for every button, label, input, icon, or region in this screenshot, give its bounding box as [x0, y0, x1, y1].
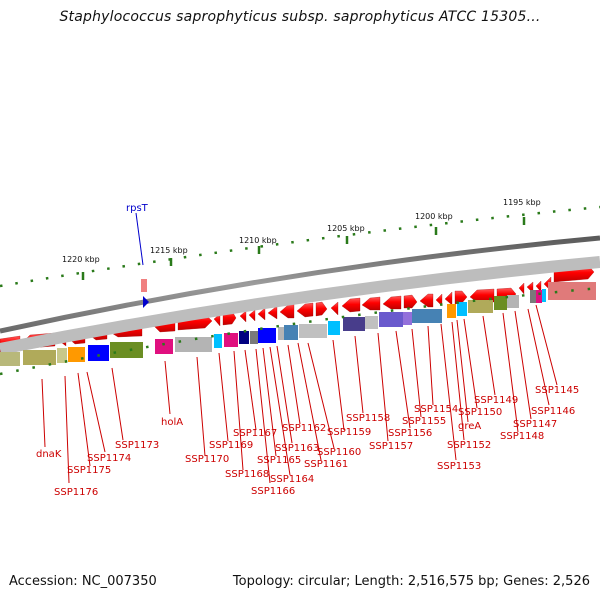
gene-label-ssp1167: SSP1167 [233, 428, 277, 439]
gene-label-ssp1160: SSP1160 [317, 447, 361, 458]
gene-label-greA: greA [458, 421, 481, 432]
gene-label-ssp1166: SSP1166 [251, 486, 295, 497]
gene-label-ssp1145: SSP1145 [535, 385, 579, 396]
gene-label-ssp1157: SSP1157 [369, 441, 413, 452]
gene-label-ssp1173: SSP1173 [115, 440, 159, 451]
gene-label-ssp1164: SSP1164 [270, 474, 314, 485]
gene-leaders [41, 304, 558, 484]
scale-ticks [81, 217, 526, 280]
map-title: Staphylococcus saprophyticus subsp. sapr… [59, 9, 541, 25]
gene-label-ssp1174: SSP1174 [87, 453, 131, 464]
gene-label-ssp1146: SSP1146 [531, 406, 575, 417]
scale-label-1205: 1205 kbp [327, 224, 365, 233]
gene-label-ssp1155: SSP1155 [402, 416, 446, 427]
gene-label-ssp1154: SSP1154 [414, 404, 458, 415]
genome-backbone [0, 235, 600, 334]
gene-label-ssp1150: SSP1150 [458, 407, 502, 418]
scale-label-1210: 1210 kbp [239, 236, 277, 245]
gene-label-ssp1162: SSP1162 [282, 423, 326, 434]
genome-summary-text: Topology: circular; Length: 2,516,575 bp… [232, 574, 590, 589]
gene-label-dnaK: dnaK [36, 449, 62, 460]
gene-label-ssp1159: SSP1159 [327, 427, 371, 438]
gene-label-ssp1161: SSP1161 [304, 459, 348, 470]
gene-label-ssp1170: SSP1170 [185, 454, 229, 465]
gene-label-ssp1165: SSP1165 [257, 455, 301, 466]
gene-label-ssp1156: SSP1156 [388, 428, 432, 439]
gene-label-ssp1176: SSP1176 [54, 487, 98, 498]
gene-label-holA: holA [161, 417, 183, 428]
scale-label-1215: 1215 kbp [150, 246, 188, 255]
rpsT-label: rpsT [126, 203, 149, 214]
gene-label-ssp1168: SSP1168 [225, 469, 269, 480]
scale-labels: 1220 kbp 1215 kbp 1210 kbp 1205 kbp 1200… [62, 198, 541, 264]
scale-label-1195: 1195 kbp [503, 198, 541, 207]
gene-label-ssp1169: SSP1169 [209, 440, 253, 451]
scale-label-1220: 1220 kbp [62, 255, 100, 264]
gene-label-ssp1147: SSP1147 [513, 419, 557, 430]
gene-labels: dnaK SSP1176 SSP1175 SSP1174 SSP1173 hol… [36, 385, 579, 498]
gene-label-ssp1175: SSP1175 [67, 465, 111, 476]
gene-label-ssp1158: SSP1158 [346, 413, 390, 424]
gene-label-ssp1152: SSP1152 [447, 440, 491, 451]
inner-track-blocks [0, 282, 596, 366]
gene-label-ssp1148: SSP1148 [500, 431, 544, 442]
gene-label-ssp1149: SSP1149 [474, 395, 518, 406]
gene-label-ssp1153: SSP1153 [437, 461, 481, 472]
gene-label-ssp1163: SSP1163 [275, 443, 319, 454]
scale-label-1200: 1200 kbp [415, 212, 453, 221]
accession-text: Accession: NC_007350 [9, 574, 157, 589]
rpsT-marker[interactable]: rpsT [126, 203, 149, 308]
inner-track [0, 256, 600, 355]
